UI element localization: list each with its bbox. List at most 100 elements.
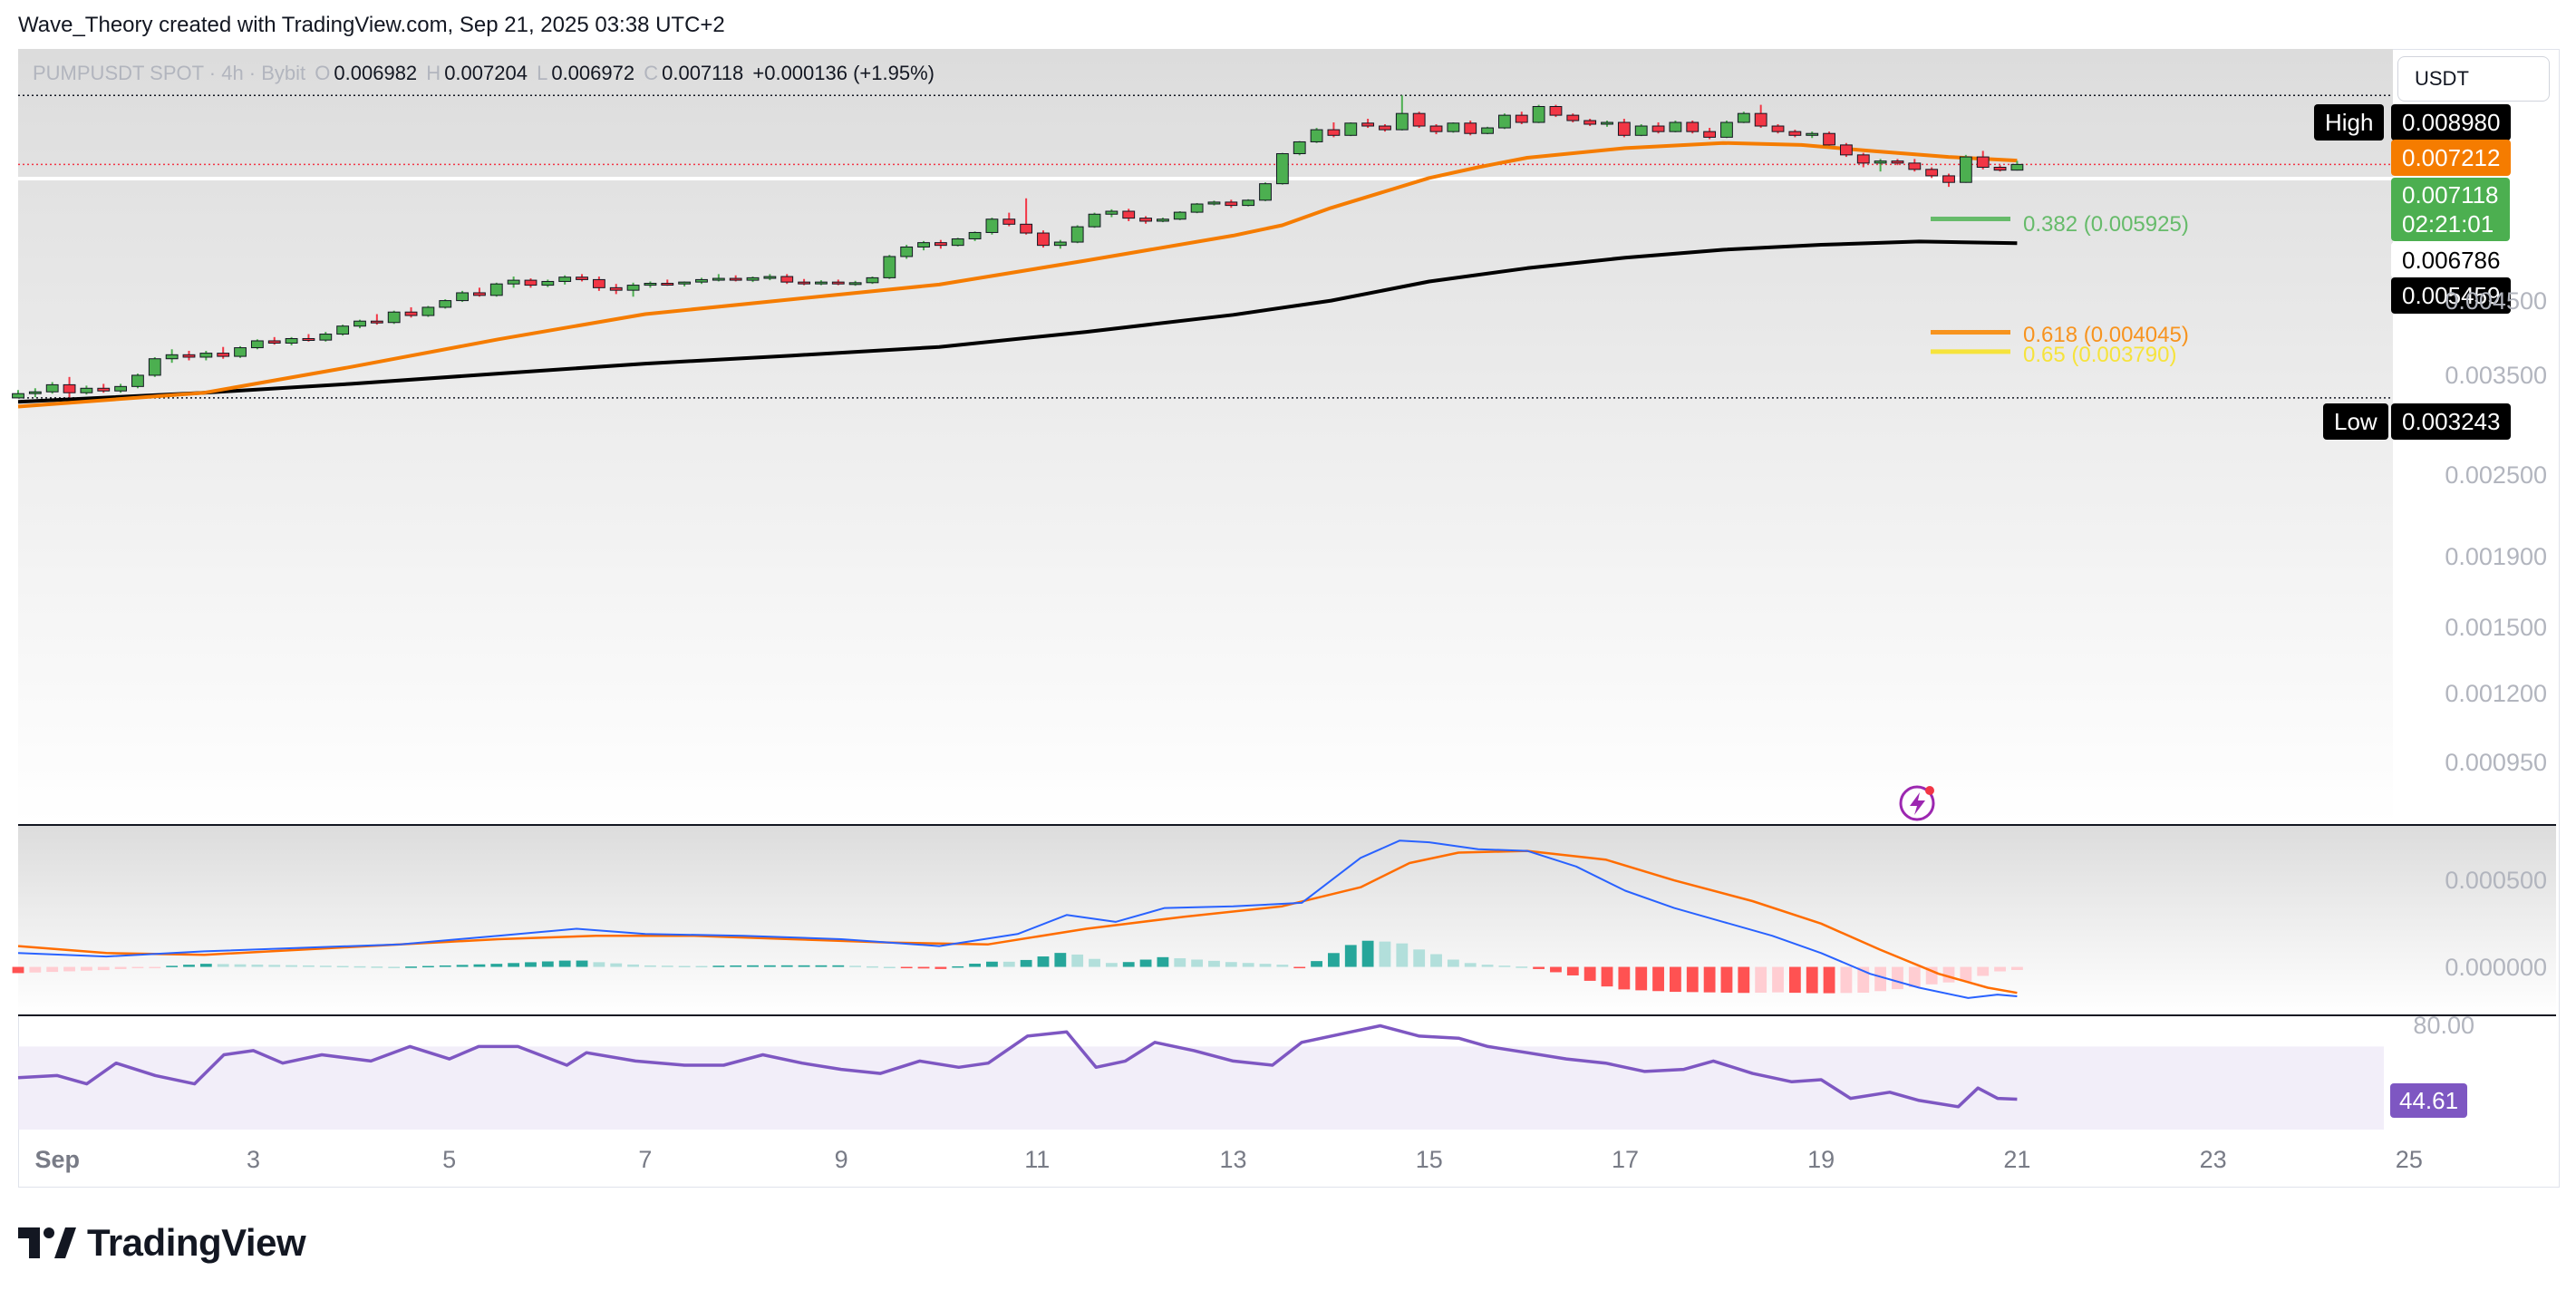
macd-histogram-bar <box>832 965 845 967</box>
candle-body <box>934 242 947 247</box>
macd-histogram-bar <box>12 966 24 974</box>
rsi-band <box>18 1046 2384 1130</box>
candle-body <box>1993 167 2007 171</box>
macd-histogram-bar <box>1139 959 1152 967</box>
candle-body <box>1874 160 1887 164</box>
candle-body <box>148 358 161 376</box>
candle-body <box>712 277 725 281</box>
macd-histogram-bar <box>1344 945 1357 967</box>
low-label: L <box>537 62 548 84</box>
candle-body <box>763 276 777 279</box>
ema50-tag: 0.007212 <box>2391 140 2512 176</box>
candle-body <box>1788 131 1802 136</box>
macd-histogram-bar <box>405 966 417 968</box>
candle-body <box>456 292 469 302</box>
macd-histogram-bar <box>2010 966 2023 970</box>
macd-histogram-bar <box>439 965 451 967</box>
change-value: +0.000136 (+1.95%) <box>752 62 935 84</box>
macd-histogram-bar <box>1464 963 1477 967</box>
macd-histogram-bar <box>1806 966 1818 994</box>
candle-body <box>883 256 896 278</box>
candle-body <box>353 320 366 327</box>
macd-histogram-bar <box>747 965 759 967</box>
macd-histogram-bar <box>1498 965 1511 967</box>
candle-body <box>1515 114 1528 123</box>
candle-body <box>1395 112 1409 131</box>
macd-histogram-bar <box>610 963 623 967</box>
macd-histogram-bar <box>1430 954 1442 967</box>
ema200-tag: 0.005459 <box>2391 277 2512 314</box>
candle-body <box>421 306 435 316</box>
macd-histogram-bar <box>1635 966 1648 991</box>
macd-histogram-bar <box>456 965 469 967</box>
candle-body <box>798 281 810 285</box>
macd-histogram-bar <box>1533 966 1545 969</box>
candle-body <box>199 353 213 358</box>
macd-histogram-bar <box>319 965 332 967</box>
price-tick-label: 0.001500 <box>2445 613 2547 641</box>
candle-body <box>1754 112 1767 127</box>
macd-histogram-bar <box>1670 966 1681 993</box>
candle-body <box>1412 112 1426 127</box>
candle-body <box>1327 129 1341 136</box>
macd-histogram-bar <box>661 965 673 967</box>
macd-histogram-bar <box>1413 949 1426 967</box>
close-label: C <box>644 62 659 84</box>
candle-body <box>285 337 298 344</box>
macd-histogram-bar <box>763 965 776 967</box>
time-tick-label: 15 <box>1415 1146 1443 1173</box>
candle-body <box>1840 144 1853 156</box>
price-tick-label: 0.001900 <box>2445 543 2547 571</box>
candle-body <box>1139 218 1152 222</box>
candle-body <box>558 276 572 282</box>
time-tick-label: 19 <box>1807 1146 1835 1173</box>
macd-histogram-bar <box>1208 960 1220 967</box>
macd-pane-background <box>18 825 2556 1015</box>
macd-histogram-bar <box>558 960 571 967</box>
macd-histogram-bar <box>131 966 144 969</box>
macd-histogram-bar <box>421 965 434 968</box>
candle-body <box>661 283 674 286</box>
candle-body <box>592 278 605 288</box>
candle-body <box>1737 112 1750 123</box>
symbol-info[interactable]: PUMPUSDT SPOT · 4h · Bybit <box>33 62 306 84</box>
candle-body <box>489 283 503 296</box>
macd-histogram-bar <box>1020 959 1032 967</box>
candle-body <box>97 387 111 392</box>
macd-histogram-bar <box>166 965 179 967</box>
high-tag-value: 0.008980 <box>2391 104 2512 141</box>
candle-body <box>131 374 144 387</box>
macd-histogram-bar <box>1652 966 1664 992</box>
macd-histogram-bar <box>1293 966 1306 969</box>
candle-body <box>1686 121 1700 132</box>
macd-histogram-bar <box>286 965 298 967</box>
macd-histogram-bar <box>883 966 896 969</box>
macd-histogram-bar <box>1242 963 1254 967</box>
candle-body <box>917 242 930 247</box>
macd-histogram-bar <box>1054 953 1067 967</box>
candle-body <box>387 311 401 324</box>
currency-selector[interactable]: USDT <box>2397 56 2550 102</box>
macd-histogram-bar <box>1328 953 1340 967</box>
macd-histogram-bar <box>935 966 947 969</box>
chart-credit: Wave_Theory created with TradingView.com… <box>18 13 725 37</box>
candle-body <box>1293 141 1306 155</box>
last-price-tag: 0.007118 02:21:01 <box>2391 178 2510 241</box>
rsi-tick-label: 80.00 <box>2413 1012 2474 1040</box>
macd-histogram-bar <box>353 965 366 968</box>
candle-body <box>80 387 93 393</box>
candle-body <box>370 320 383 324</box>
macd-histogram-bar <box>303 965 315 967</box>
macd-histogram-bar <box>712 965 725 967</box>
macd-histogram-bar <box>1550 966 1562 973</box>
candle-body <box>1275 153 1289 185</box>
macd-histogram-bar <box>849 965 862 967</box>
candle-body <box>1105 210 1119 215</box>
time-tick-label: 11 <box>1024 1146 1051 1173</box>
level-tag: 0.006786 <box>2391 242 2512 278</box>
tradingview-logo[interactable]: TradingView <box>18 1220 306 1266</box>
macd-histogram-bar <box>1977 966 1990 976</box>
lightning-alert-icon[interactable] <box>1899 785 1935 821</box>
macd-histogram-bar <box>780 965 793 967</box>
